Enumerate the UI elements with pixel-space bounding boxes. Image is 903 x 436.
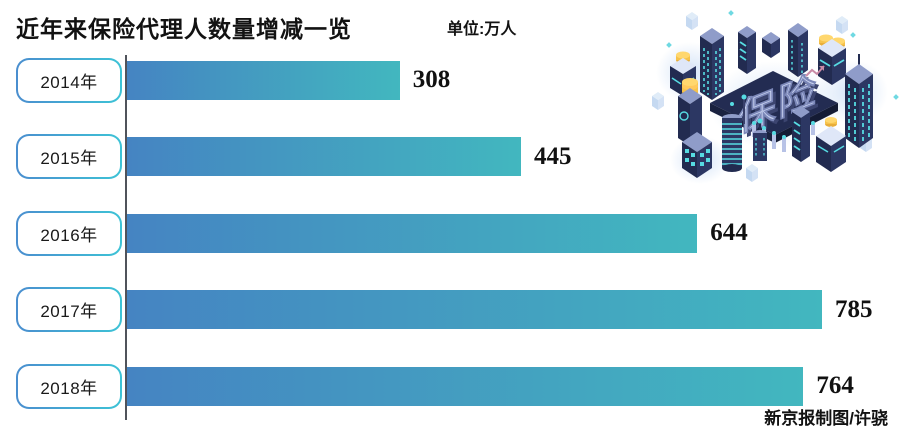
credit-text: 新京报制图/许骁: [764, 409, 888, 428]
value-bar: [127, 137, 521, 177]
growth-arrow-icon: [805, 65, 825, 77]
value-label: 785: [835, 295, 873, 323]
value-bar: [127, 290, 822, 330]
building-tower: [788, 23, 808, 77]
year-label-pill: 2015年: [16, 134, 122, 180]
building-tower: [700, 28, 724, 100]
chart-title: 近年来保险代理人数量增减一览: [16, 17, 352, 42]
city-illustration: 保险 保险: [652, 10, 899, 184]
value-bar: [127, 366, 804, 406]
year-label-pill: 2016年: [16, 210, 122, 256]
building-house: [682, 132, 712, 178]
sparkle-icon: [666, 10, 899, 100]
chart-row: 2016年 644: [16, 210, 748, 256]
value-label: 308: [412, 66, 451, 93]
year-label: 2018年: [18, 365, 120, 407]
building-coin-cube: [818, 34, 846, 85]
year-label: 2015年: [18, 136, 120, 178]
unit-label: 单位:万人: [447, 21, 517, 38]
y-axis-line: [125, 55, 127, 420]
chart-row: 2015年 445: [16, 134, 572, 180]
building-chevron-tower: [792, 106, 810, 162]
value-label: 445: [534, 142, 572, 170]
building-tower: [845, 54, 873, 148]
year-label: 2016年: [18, 212, 120, 254]
year-label: 2014年: [18, 59, 120, 101]
value-bar: [127, 213, 698, 253]
building-chevron-tower: [738, 26, 756, 74]
chart-row: 2018年 764: [16, 363, 854, 409]
chart-row: 2017年 785: [16, 287, 873, 333]
value-bar: [127, 60, 400, 100]
year-label-pill: 2017年: [16, 287, 122, 333]
year-label: 2017年: [18, 289, 120, 331]
building-cube: [816, 117, 846, 172]
lamp-post-icon: [741, 94, 747, 124]
building-small-cube: [762, 32, 780, 58]
building-bottle-tower: [753, 118, 767, 161]
value-label: 764: [816, 372, 854, 400]
year-label-pill: 2014年: [16, 57, 122, 103]
value-label: 644: [710, 219, 748, 247]
year-label-pill: 2018年: [16, 363, 122, 409]
building-cylinder-tower: [722, 102, 742, 172]
chart-row: 2014年 308: [16, 57, 451, 103]
